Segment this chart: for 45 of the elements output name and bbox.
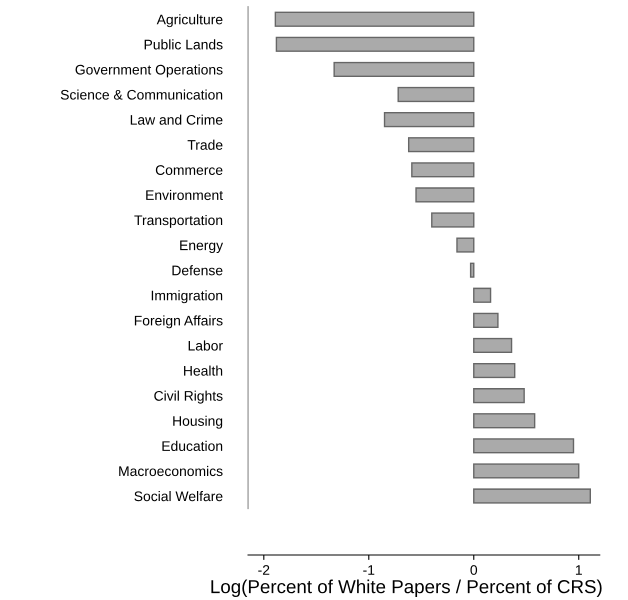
y-tick-label: Commerce xyxy=(156,165,222,175)
bar xyxy=(473,388,525,404)
y-tick-label: Social Welfare xyxy=(134,490,222,502)
bar xyxy=(411,162,474,178)
bar xyxy=(473,312,499,328)
bar xyxy=(384,112,474,128)
y-tick-label: Defense xyxy=(172,265,222,276)
bar xyxy=(333,62,474,78)
y-tick-label: Agriculture xyxy=(156,14,222,28)
y-tick-label: Energy xyxy=(180,240,224,253)
x-axis-title: Log(Percent of White Papers / Percent of CRS) xyxy=(211,580,602,597)
bar xyxy=(397,86,474,102)
y-tick-label: Environment xyxy=(146,190,223,200)
bar xyxy=(473,362,516,378)
x-tick-label: -1 xyxy=(363,565,374,575)
bar xyxy=(473,438,574,454)
bar xyxy=(470,262,474,278)
bar xyxy=(456,237,474,253)
x-tick-label: 0 xyxy=(470,565,478,575)
y-tick-label: Foreign Affairs xyxy=(134,315,223,328)
bar xyxy=(408,137,474,152)
y-tick-label: Health xyxy=(184,366,222,376)
bar xyxy=(473,413,536,428)
x-tick-label: 1 xyxy=(576,565,582,575)
y-tick-label: Law and Crime xyxy=(130,114,222,125)
y-tick-label: Public Lands xyxy=(144,39,223,50)
y-tick-label: Immigration xyxy=(152,290,222,304)
bar xyxy=(276,36,474,52)
bar xyxy=(473,488,591,504)
y-tick-label: Education xyxy=(162,440,222,452)
y-tick-label: Civil Rights xyxy=(154,390,223,404)
y-tick-label: Government Operations xyxy=(76,64,223,78)
y-tick-label: Science & Communication xyxy=(60,89,222,100)
bar xyxy=(473,463,580,479)
y-tick-label: Transportation xyxy=(134,214,222,228)
x-tick-label: -2 xyxy=(258,565,270,575)
bar xyxy=(431,212,474,228)
y-tick-label: Macroeconomics xyxy=(119,466,223,476)
y-tick-label: Housing xyxy=(173,416,222,429)
y-tick-label: Labor xyxy=(188,340,223,351)
bar xyxy=(473,338,512,354)
bar xyxy=(415,187,474,202)
y-tick-label: Trade xyxy=(188,140,222,150)
bar xyxy=(473,288,492,303)
bar xyxy=(274,12,474,27)
